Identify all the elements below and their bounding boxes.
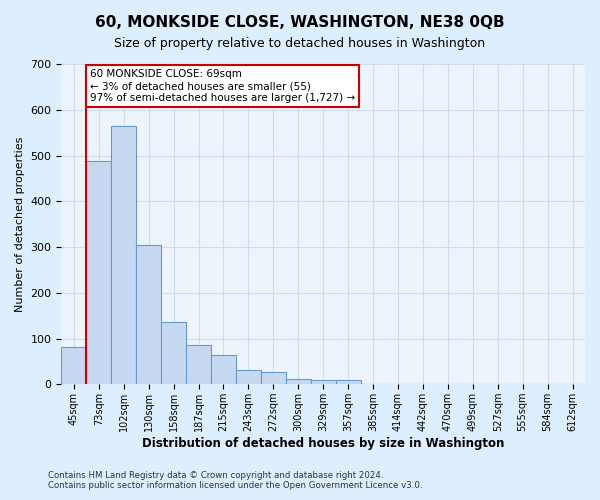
Bar <box>61 347 86 385</box>
Text: 60, MONKSIDE CLOSE, WASHINGTON, NE38 0QB: 60, MONKSIDE CLOSE, WASHINGTON, NE38 0QB <box>95 15 505 30</box>
X-axis label: Distribution of detached houses by size in Washington: Distribution of detached houses by size … <box>142 437 505 450</box>
Bar <box>286 379 311 384</box>
Bar <box>86 161 111 384</box>
Bar <box>111 126 136 384</box>
Text: Size of property relative to detached houses in Washington: Size of property relative to detached ho… <box>115 38 485 51</box>
Bar <box>186 346 211 385</box>
Bar <box>161 322 186 384</box>
Bar <box>311 380 335 384</box>
Bar <box>335 380 361 384</box>
Bar <box>261 372 286 384</box>
Bar <box>236 370 261 384</box>
Bar <box>136 244 161 384</box>
Bar <box>211 356 236 384</box>
Text: Contains HM Land Registry data © Crown copyright and database right 2024.
Contai: Contains HM Land Registry data © Crown c… <box>48 470 422 490</box>
Y-axis label: Number of detached properties: Number of detached properties <box>15 136 25 312</box>
Text: 60 MONKSIDE CLOSE: 69sqm
← 3% of detached houses are smaller (55)
97% of semi-de: 60 MONKSIDE CLOSE: 69sqm ← 3% of detache… <box>90 70 355 102</box>
